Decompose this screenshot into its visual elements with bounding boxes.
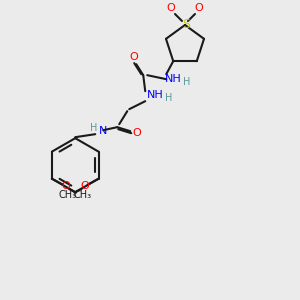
Text: CH₃: CH₃: [74, 190, 92, 200]
Text: CH₃: CH₃: [58, 190, 77, 200]
Text: NH: NH: [147, 90, 164, 100]
Text: H: H: [165, 93, 172, 103]
Text: O: O: [61, 181, 70, 191]
Text: NH: NH: [165, 74, 181, 84]
Text: O: O: [195, 3, 203, 13]
Text: H: H: [90, 123, 97, 133]
Text: O: O: [130, 52, 139, 62]
Text: N: N: [99, 126, 107, 136]
Text: O: O: [133, 128, 142, 138]
Text: H: H: [183, 77, 190, 87]
Text: O: O: [80, 181, 89, 191]
Text: S: S: [182, 19, 190, 32]
Text: O: O: [167, 3, 176, 13]
